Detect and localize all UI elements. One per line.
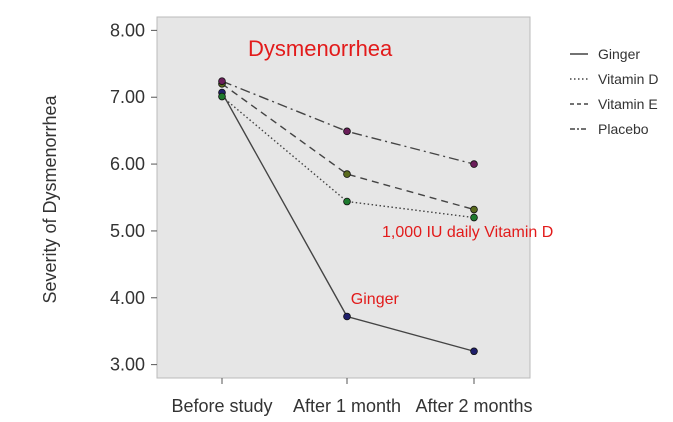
chart-annotation: Ginger xyxy=(351,291,400,308)
data-point-vitamin-e xyxy=(343,170,351,178)
y-tick-label: 4.00 xyxy=(110,288,145,308)
series-layer xyxy=(218,77,478,356)
x-tick-label: Before study xyxy=(171,396,272,416)
series-line-vitamin-e xyxy=(221,83,475,211)
plot-frame xyxy=(156,16,531,379)
axes: 3.00 4.00 5.00 6.00 7.00 8.00 Before study Afte… xyxy=(40,20,533,416)
y-tick-label: 5.00 xyxy=(110,221,145,241)
series-line-vitamin-d xyxy=(221,96,475,219)
data-point-ginger xyxy=(470,347,478,356)
legend-label: Placebo xyxy=(598,121,649,137)
data-point-vitamin-d xyxy=(343,197,351,206)
y-tick-label: 7.00 xyxy=(110,87,145,107)
data-point-placebo xyxy=(218,77,226,85)
legend-label: Vitamin D xyxy=(598,71,658,87)
x-tick-label: After 1 month xyxy=(293,396,401,416)
data-point-vitamin-d xyxy=(470,213,478,222)
y-tick-label: 3.00 xyxy=(110,355,145,375)
chart-title: Dysmenorrhea xyxy=(248,36,393,61)
data-point-vitamin-e xyxy=(470,205,478,214)
y-tick-label: 6.00 xyxy=(110,154,145,174)
legend-label: Vitamin E xyxy=(598,96,658,112)
chart-annotation: 1,000 IU daily Vitamin D xyxy=(382,224,553,241)
data-point-placebo xyxy=(470,160,478,168)
legend: Ginger Vitamin D Vitamin E Placebo xyxy=(570,46,658,137)
x-tick-label: After 2 months xyxy=(415,396,532,416)
data-point-placebo xyxy=(343,127,351,136)
legend-label: Ginger xyxy=(598,46,640,62)
labels-layer: Dysmenorrhea 1,000 IU daily Vitamin D Ging… xyxy=(248,36,553,308)
y-axis-title: Severity of Dysmenorrhea xyxy=(40,94,60,303)
data-point-ginger xyxy=(343,312,351,321)
y-tick-label: 8.00 xyxy=(110,20,145,40)
data-point-vitamin-d xyxy=(218,92,226,101)
